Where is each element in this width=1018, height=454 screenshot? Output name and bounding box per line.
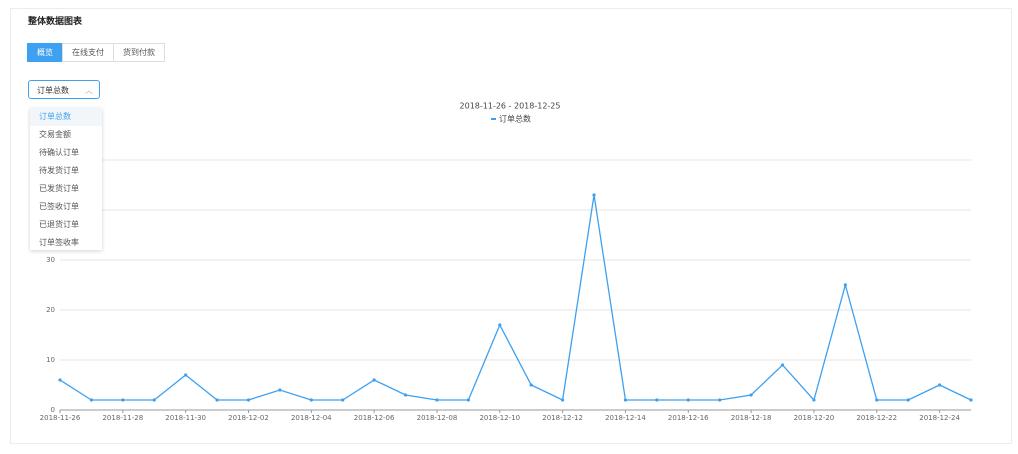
dropdown-option[interactable]: 已签收订单 — [39, 202, 79, 211]
x-tick-label: 2018-12-24 — [919, 414, 960, 422]
y-tick-label: 20 — [46, 306, 55, 314]
x-tick-label: 2018-11-30 — [165, 414, 206, 422]
tabs: 概览 在线支付 货到付款 — [27, 43, 165, 62]
data-point — [561, 398, 565, 402]
data-point — [655, 398, 659, 402]
data-point — [435, 398, 439, 402]
x-tick-label: 2018-12-16 — [668, 414, 709, 422]
data-point — [937, 383, 942, 387]
data-point — [246, 398, 251, 402]
dropdown-option[interactable]: 已发货订单 — [39, 184, 79, 193]
data-point — [529, 383, 533, 387]
metric-select[interactable]: 订单总数 ︿ — [28, 80, 100, 99]
tab[interactable]: 货到付款 — [113, 43, 165, 62]
dropdown-option[interactable]: 订单签收率 — [39, 238, 79, 247]
data-point — [749, 393, 753, 397]
data-point — [184, 373, 188, 377]
data-point — [215, 398, 219, 402]
y-tick-label: 0 — [51, 406, 55, 414]
data-point — [341, 398, 345, 402]
data-point — [623, 398, 628, 402]
x-tick-label: 2018-11-26 — [40, 414, 81, 422]
tab[interactable]: 概览 — [27, 43, 63, 62]
x-tick-label: 2018-12-06 — [354, 414, 395, 422]
panel — [10, 8, 1012, 444]
x-tick-label: 2018-11-28 — [102, 414, 143, 422]
x-tick-label: 2018-12-10 — [479, 414, 520, 422]
y-tick-label: 10 — [46, 356, 55, 364]
data-point — [403, 393, 408, 397]
data-point — [686, 398, 690, 402]
data-point — [592, 193, 596, 197]
x-tick-label: 2018-12-08 — [417, 414, 458, 422]
dropdown-option[interactable]: 待发货订单 — [39, 166, 79, 175]
data-point — [906, 398, 910, 402]
data-point — [278, 388, 282, 392]
select-arrow: ︿ — [85, 86, 93, 95]
data-point — [843, 283, 847, 287]
dropdown-menu: 订单总数交易金额待确认订单待发货订单已发货订单已签收订单已退货订单订单签收率 — [30, 108, 102, 250]
data-point — [309, 398, 313, 402]
x-tick-label: 2018-12-14 — [605, 414, 646, 422]
data-point — [89, 398, 94, 402]
dropdown-option[interactable]: 交易金额 — [39, 130, 71, 139]
data-point — [498, 323, 502, 327]
page-title: 整体数据图表 — [28, 17, 83, 27]
x-tick-label: 2018-12-02 — [228, 414, 269, 422]
select-value: 订单总数 — [37, 86, 69, 95]
x-tick-label: 2018-12-18 — [731, 414, 772, 422]
data-point — [152, 398, 156, 402]
data-point — [875, 398, 879, 402]
data-point — [812, 398, 816, 402]
x-tick-label: 2018-12-12 — [542, 414, 583, 422]
data-point — [718, 398, 722, 402]
x-tick-label: 2018-12-04 — [291, 414, 332, 422]
data-point — [466, 398, 470, 402]
x-tick-label: 2018-12-20 — [794, 414, 835, 422]
data-point — [121, 398, 125, 402]
data-point — [780, 363, 785, 367]
dropdown-option[interactable]: 待确认订单 — [39, 148, 79, 157]
series-line — [59, 194, 972, 402]
data-point — [969, 398, 973, 402]
legend-label: 订单总数 — [499, 114, 531, 124]
dropdown-option[interactable]: 订单总数 — [30, 108, 102, 126]
dropdown-option[interactable]: 已退货订单 — [39, 220, 79, 229]
x-tick-label: 2018-12-22 — [856, 414, 897, 422]
data-point — [372, 378, 376, 382]
chart-title: 2018-11-26 - 2018-12-25 — [460, 102, 561, 111]
y-tick-label: 30 — [46, 256, 55, 264]
data-point — [58, 378, 62, 382]
